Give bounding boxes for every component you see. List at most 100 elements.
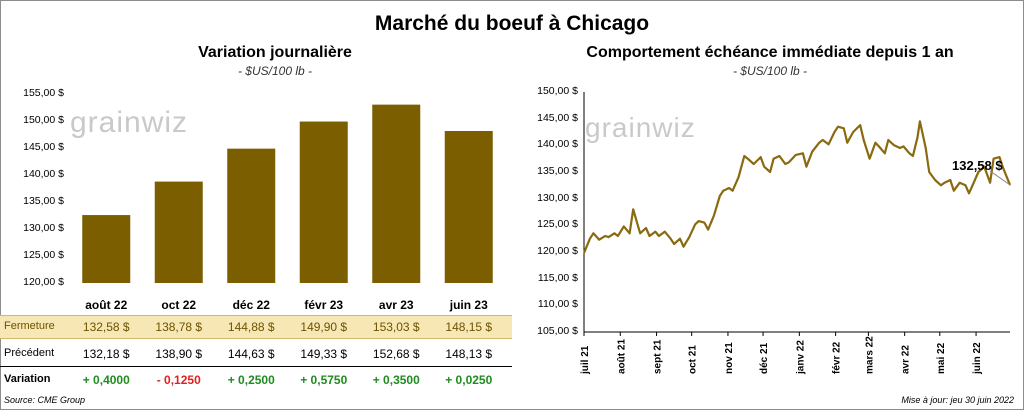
line-point <box>604 235 606 237</box>
fermeture-cell: 148,15 $ <box>445 320 493 334</box>
right-x-tick: févr 22 <box>832 341 843 374</box>
line-point <box>795 154 797 156</box>
line-point <box>592 232 594 234</box>
left-x-tick: oct 22 <box>161 298 197 312</box>
line-point <box>784 163 786 165</box>
left-bar-chart <box>82 104 493 283</box>
left-y-tick: 140,00 $ <box>23 168 64 180</box>
precedent-cell: 144,63 $ <box>227 347 275 361</box>
line-point <box>884 152 886 154</box>
line-point <box>912 155 914 157</box>
line-point <box>763 166 765 168</box>
line-point <box>878 145 880 147</box>
line-point <box>843 127 845 129</box>
line-point <box>598 239 600 241</box>
line-point <box>887 139 889 141</box>
line-point <box>607 236 610 238</box>
fermeture-cell: 149,90 $ <box>300 320 348 334</box>
line-point <box>728 187 730 189</box>
right-x-tick: juin 22 <box>972 342 983 375</box>
right-line-chart: juil 21 août 21 sept 21 oct 21 nov 21 déc 21 j… <box>580 92 1012 375</box>
left-y-tick: 155,00 $ <box>23 87 64 99</box>
line-point <box>983 166 985 168</box>
line-point <box>899 147 901 149</box>
line-point <box>737 176 740 178</box>
line-point <box>908 152 910 154</box>
line-point <box>802 152 804 154</box>
variation-cell: + 0,0250 <box>445 373 493 387</box>
line-point <box>772 158 775 160</box>
line-point <box>658 235 660 237</box>
line-point <box>822 139 824 141</box>
line-point <box>769 171 771 173</box>
watermark-right: grainwiz <box>585 112 696 143</box>
right-x-tick: nov 21 <box>724 342 735 374</box>
line-point <box>977 171 980 173</box>
line-point <box>940 184 942 186</box>
table-divider <box>0 366 512 367</box>
line-point <box>837 126 839 128</box>
line-point <box>827 143 830 145</box>
line-point <box>670 238 672 240</box>
right-y-tick: 135,00 $ <box>537 165 578 177</box>
line-point <box>679 238 681 240</box>
left-x-tick: févr 23 <box>304 298 344 312</box>
line-point <box>859 124 861 126</box>
line-point <box>964 184 967 186</box>
line-point <box>943 182 946 184</box>
line-point <box>874 142 877 144</box>
line-point <box>760 156 762 158</box>
variation-cell: + 0,2500 <box>227 373 275 387</box>
line-point <box>989 182 991 184</box>
line-point <box>613 232 616 234</box>
right-x-tick: déc 21 <box>759 342 770 374</box>
right-x-tick: juil 21 <box>580 345 591 375</box>
line-point <box>949 179 951 181</box>
right-y-tick: 125,00 $ <box>537 218 578 231</box>
bar-4 <box>372 104 421 283</box>
line-point <box>617 235 619 237</box>
line-point <box>753 163 755 165</box>
line-point <box>968 192 970 194</box>
line-point <box>589 238 591 240</box>
line-point <box>778 155 781 157</box>
line-point <box>645 227 647 229</box>
line-point <box>805 166 807 168</box>
variation-cell: + 0,3500 <box>372 373 420 387</box>
line-point <box>688 236 690 238</box>
source-note: Source: CME Group <box>4 395 86 405</box>
right-y-tick: 105,00 $ <box>537 325 578 337</box>
left-panel-title: Variation journalière <box>198 44 352 61</box>
variation-cell: + 0,4000 <box>82 373 130 387</box>
line-point <box>654 231 656 233</box>
line-point <box>682 246 685 248</box>
right-x-tick: mai 22 <box>936 342 947 374</box>
line-point <box>818 142 820 144</box>
bar-2 <box>227 148 276 283</box>
bar-0 <box>82 215 131 283</box>
series-line <box>582 120 1012 254</box>
right-y-tick: 110,00 $ <box>537 298 578 311</box>
right-x-tick: avr 22 <box>901 345 912 374</box>
line-point <box>959 182 961 184</box>
left-y-tick: 150,00 $ <box>23 114 64 126</box>
right-y-tick: 130,00 $ <box>537 191 578 204</box>
variation-cell: + 0,5750 <box>300 373 348 387</box>
right-y-tick: 140,00 $ <box>537 138 578 151</box>
line-point <box>811 151 813 153</box>
right-x-tick: août 21 <box>616 339 627 374</box>
line-point <box>743 155 745 157</box>
line-point <box>713 215 715 217</box>
line-point <box>974 179 976 181</box>
update-note: Mise à jour: jeu 30 juin 2022 <box>901 395 1014 405</box>
line-point <box>868 158 871 160</box>
line-point <box>703 222 706 224</box>
right-y-tick: 115,00 $ <box>537 271 578 284</box>
line-point <box>916 136 919 138</box>
left-y-tick: 120,00 $ <box>23 276 64 288</box>
line-point <box>934 179 936 181</box>
right-y-tick: 150,00 $ <box>537 85 578 97</box>
fermeture-cell: 138,78 $ <box>155 320 203 334</box>
table-row-fermeture: Fermeture 132,58 $ 138,78 $ 144,88 $ 149,90… <box>0 315 512 339</box>
line-point <box>953 190 955 192</box>
